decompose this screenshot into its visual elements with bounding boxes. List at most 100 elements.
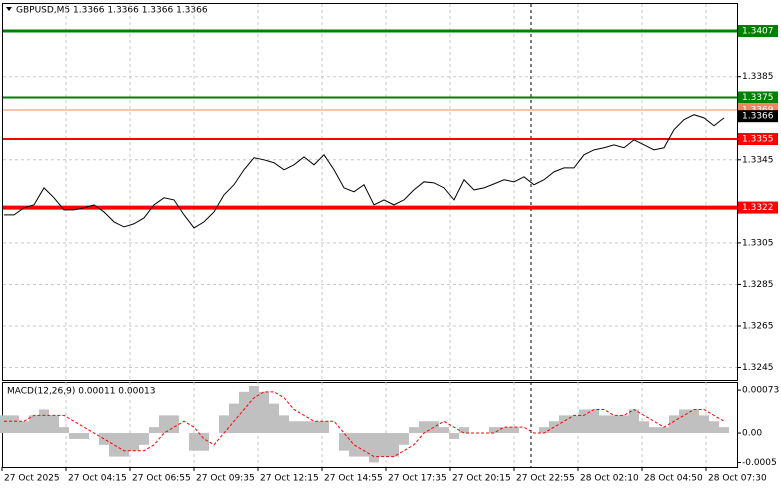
macd-bar bbox=[419, 421, 429, 434]
price-tag bbox=[738, 91, 778, 104]
x-tick-label: 27 Oct 14:55 bbox=[324, 474, 383, 484]
macd-bar bbox=[189, 433, 199, 451]
x-tick-label: 27 Oct 09:35 bbox=[196, 474, 255, 484]
macd-bar bbox=[559, 415, 569, 434]
macd-bar bbox=[59, 427, 69, 434]
macd-bar bbox=[679, 409, 689, 434]
price-tag-label: 1.3322 bbox=[742, 203, 774, 213]
y-tick-label: 1.3285 bbox=[742, 280, 774, 290]
price-tag-label: 1.3355 bbox=[742, 135, 774, 145]
y-tick-label: 1.3245 bbox=[742, 363, 774, 373]
macd-title: MACD(12,26,9) 0.00011 0.00013 bbox=[7, 387, 156, 397]
price-tag bbox=[738, 133, 778, 146]
macd-bar bbox=[639, 421, 649, 434]
macd-bar bbox=[129, 433, 139, 451]
y-tick-label: 1.3305 bbox=[742, 238, 774, 248]
macd-bar bbox=[369, 433, 379, 463]
macd-bar bbox=[489, 427, 499, 434]
macd-bar bbox=[139, 433, 149, 445]
macd-bar bbox=[219, 415, 229, 434]
macd-bar bbox=[709, 421, 719, 434]
macd-bar bbox=[459, 427, 469, 434]
y-tick-label: -0.0005 bbox=[742, 458, 777, 468]
price-tag-label: 1.3366 bbox=[742, 112, 774, 122]
price-tag bbox=[738, 201, 778, 214]
x-tick-label: 27 Oct 06:55 bbox=[132, 474, 191, 484]
macd-bar bbox=[269, 403, 279, 434]
macd-bar bbox=[259, 391, 269, 434]
macd-bar bbox=[249, 385, 259, 434]
macd-bar bbox=[539, 427, 549, 434]
macd-bar bbox=[659, 427, 669, 434]
macd-bar bbox=[339, 433, 349, 451]
macd-bar bbox=[299, 421, 309, 434]
y-tick-label: 1.3385 bbox=[742, 72, 774, 82]
menu-arrow bbox=[6, 7, 12, 11]
macd-bar bbox=[9, 415, 19, 434]
macd-bar bbox=[509, 427, 519, 434]
macd-bar bbox=[29, 415, 39, 434]
signal-line bbox=[4, 391, 725, 458]
x-tick-label: 27 Oct 04:15 bbox=[68, 474, 127, 484]
macd-bar bbox=[569, 415, 579, 434]
macd-bar bbox=[689, 409, 699, 434]
macd-bar bbox=[349, 433, 359, 457]
y-tick-label: 0.00073 bbox=[742, 386, 779, 396]
macd-bar bbox=[99, 433, 109, 445]
price-tag-label: 1.3407 bbox=[742, 27, 774, 37]
macd-bar bbox=[169, 415, 179, 434]
macd-bar bbox=[19, 421, 29, 434]
macd-bar bbox=[309, 421, 319, 434]
macd-bar bbox=[199, 433, 209, 451]
x-tick-label: 28 Oct 02:10 bbox=[580, 474, 639, 484]
macd-bar bbox=[449, 433, 459, 439]
macd-bar bbox=[159, 415, 169, 434]
macd-bar bbox=[699, 415, 709, 434]
macd-bar bbox=[239, 391, 249, 434]
macd-bar bbox=[379, 433, 389, 457]
macd-bar bbox=[39, 409, 49, 434]
macd-bar bbox=[359, 433, 369, 457]
x-tick-label: 27 Oct 12:15 bbox=[260, 474, 319, 484]
chart-title: GBPUSD,M5 1.3366 1.3366 1.3366 1.3366 bbox=[16, 6, 208, 16]
macd-bar bbox=[599, 415, 609, 434]
x-tick-label: 27 Oct 20:15 bbox=[452, 474, 511, 484]
macd-bar bbox=[109, 433, 119, 457]
macd-bar bbox=[289, 421, 299, 434]
x-tick-label: 28 Oct 07:30 bbox=[708, 474, 767, 484]
macd-bar bbox=[609, 415, 619, 434]
macd-bar bbox=[49, 415, 59, 434]
macd-bar bbox=[79, 433, 89, 439]
macd-bar bbox=[69, 433, 79, 439]
macd-bar bbox=[149, 427, 159, 434]
x-tick-label: 27 Oct 2025 bbox=[4, 474, 60, 484]
macd-bar bbox=[119, 433, 129, 457]
macd-bar bbox=[719, 427, 729, 434]
macd-bar bbox=[319, 421, 329, 434]
x-tick-label: 28 Oct 04:50 bbox=[644, 474, 703, 484]
price-tag bbox=[738, 110, 778, 123]
macd-bar bbox=[629, 409, 639, 434]
macd-bar bbox=[619, 415, 629, 434]
x-tick-label: 27 Oct 22:55 bbox=[516, 474, 575, 484]
macd-bar bbox=[389, 433, 399, 457]
macd-bar bbox=[439, 427, 449, 434]
macd-bar bbox=[399, 433, 409, 445]
price-tag-label: 1.3375 bbox=[742, 93, 774, 103]
macd-bar bbox=[499, 427, 509, 434]
y-tick-label: 0.00 bbox=[742, 429, 762, 439]
price-tag bbox=[738, 25, 778, 38]
macd-bar bbox=[649, 427, 659, 434]
macd-bar bbox=[429, 421, 439, 434]
macd-bar bbox=[409, 427, 419, 434]
price-line bbox=[4, 114, 725, 229]
macd-bar bbox=[229, 403, 239, 434]
y-tick-label: 1.3345 bbox=[742, 155, 774, 165]
y-tick-label: 1.3265 bbox=[742, 321, 774, 331]
main-frame bbox=[2, 3, 738, 381]
macd-bar bbox=[669, 415, 679, 434]
macd-bar bbox=[579, 409, 589, 434]
macd-bar bbox=[279, 415, 289, 434]
